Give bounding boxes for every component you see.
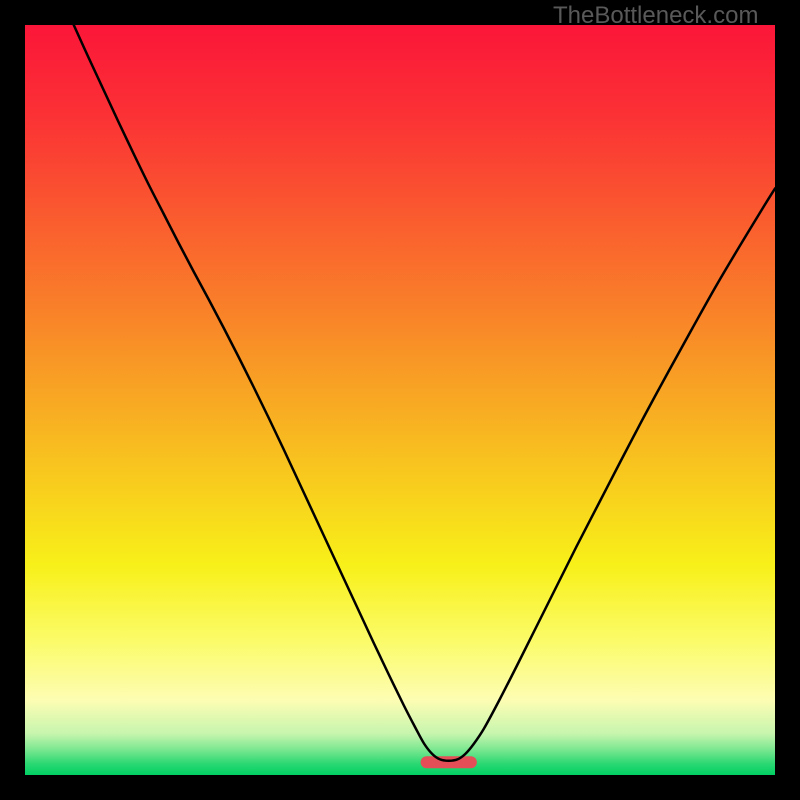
chart-root: TheBottleneck.com bbox=[0, 0, 800, 800]
watermark-text: TheBottleneck.com bbox=[553, 2, 758, 30]
chart-background-gradient bbox=[25, 25, 775, 775]
chart-svg bbox=[0, 0, 800, 800]
optimal-zone-marker bbox=[421, 756, 477, 768]
